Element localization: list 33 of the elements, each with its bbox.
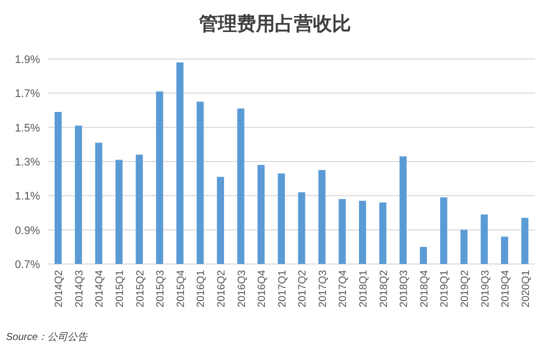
x-tick-label: 2015Q4 xyxy=(174,270,187,308)
x-tick-label: 2019Q2 xyxy=(458,270,471,308)
y-tick-label: 1.5% xyxy=(14,122,40,134)
y-tick-label: 1.9% xyxy=(14,54,40,66)
x-tick-label: 2017Q1 xyxy=(276,270,288,308)
source-note: Source：公司公告 xyxy=(6,331,89,343)
y-tick-label: 1.3% xyxy=(14,156,40,168)
x-tick-label: 2019Q3 xyxy=(479,270,492,308)
x-tick-label: 2018Q1 xyxy=(358,270,370,308)
y-tick-label: 1.7% xyxy=(14,88,40,100)
x-tick-label: 2015Q2 xyxy=(134,270,146,308)
x-tick-label: 2017Q3 xyxy=(316,270,329,308)
x-tick-label: 2016Q2 xyxy=(215,270,228,308)
chart-title: 管理费用占营收比 xyxy=(198,13,351,35)
x-tick-label: 2018Q4 xyxy=(418,270,430,308)
x-tick-label: 2016Q3 xyxy=(236,270,248,308)
y-tick-label: 0.9% xyxy=(14,224,40,237)
x-tick-label: 2014Q3 xyxy=(73,270,86,308)
x-tick-label: 2016Q1 xyxy=(195,270,208,308)
x-tick-label: 2019Q4 xyxy=(500,270,512,308)
y-tick-label: 0.7% xyxy=(14,259,40,271)
x-tick-label: 2018Q3 xyxy=(398,270,410,308)
x-tick-label: 2014Q2 xyxy=(53,270,66,308)
x-tick-label: 2017Q4 xyxy=(337,270,350,308)
x-tick-label: 2015Q1 xyxy=(114,270,126,308)
x-tick-label: 2018Q2 xyxy=(378,270,390,308)
x-tick-label: 2020Q1 xyxy=(520,270,532,308)
x-tick-label: 2014Q4 xyxy=(94,270,106,308)
x-tick-label: 2016Q4 xyxy=(256,270,268,308)
x-tick-label: 2019Q1 xyxy=(438,270,451,308)
x-tick-label: 2015Q3 xyxy=(154,270,167,308)
x-tick-label: 2017Q2 xyxy=(296,270,309,308)
y-tick-label: 1.1% xyxy=(14,190,40,203)
